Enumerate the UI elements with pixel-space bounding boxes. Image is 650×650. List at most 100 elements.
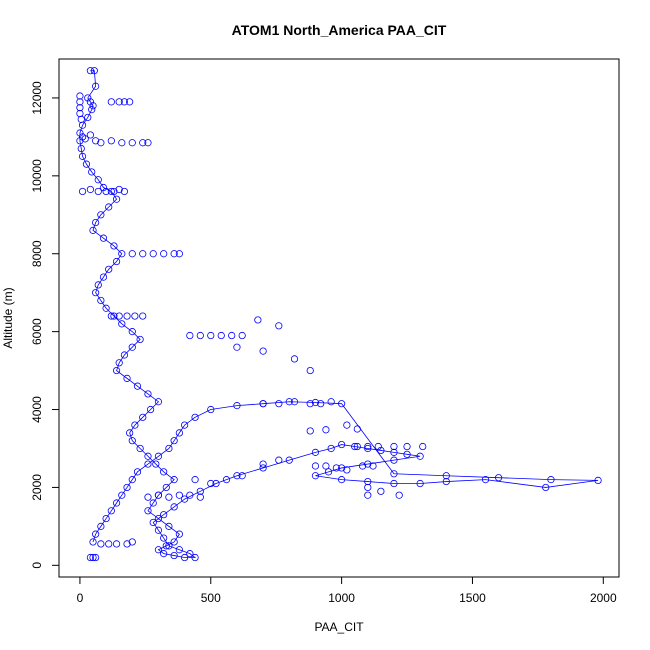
data-point bbox=[126, 429, 134, 437]
data-point bbox=[160, 550, 168, 558]
data-point bbox=[353, 425, 361, 433]
y-tick-label: 8000 bbox=[30, 240, 44, 267]
data-point bbox=[92, 82, 100, 90]
x-tick-label: 2000 bbox=[590, 591, 617, 605]
data-point bbox=[86, 98, 95, 106]
y-axis-label: Altitude (m) bbox=[1, 287, 15, 348]
data-point bbox=[259, 347, 267, 355]
data-point bbox=[94, 187, 102, 196]
data-point bbox=[542, 483, 550, 492]
data-point bbox=[128, 343, 136, 351]
data-series bbox=[76, 67, 602, 562]
data-point bbox=[259, 400, 267, 408]
x-tick-label: 1000 bbox=[328, 591, 355, 605]
data-point bbox=[84, 113, 92, 122]
data-point bbox=[390, 442, 398, 451]
data-point bbox=[76, 104, 84, 112]
data-point bbox=[324, 468, 333, 476]
data-point bbox=[86, 131, 95, 139]
data-point bbox=[175, 546, 183, 554]
data-point bbox=[94, 176, 102, 184]
data-point bbox=[139, 312, 147, 320]
data-point bbox=[196, 331, 204, 340]
data-point bbox=[76, 98, 84, 106]
data-point bbox=[107, 98, 115, 106]
data-point bbox=[86, 67, 95, 75]
data-point bbox=[369, 462, 377, 470]
data-point bbox=[76, 109, 84, 118]
data-point bbox=[76, 129, 84, 137]
data-point bbox=[191, 553, 199, 562]
data-point bbox=[102, 187, 110, 196]
data-point bbox=[112, 195, 121, 203]
data-point bbox=[152, 460, 160, 468]
data-point bbox=[390, 448, 398, 456]
data-point bbox=[97, 211, 105, 219]
data-point bbox=[144, 493, 152, 501]
data-point bbox=[128, 538, 136, 546]
data-point bbox=[90, 67, 98, 75]
data-point bbox=[102, 514, 110, 523]
data-point bbox=[390, 456, 398, 464]
data-point bbox=[77, 144, 85, 153]
data-point bbox=[160, 534, 168, 542]
data-point bbox=[84, 94, 92, 102]
data-point bbox=[238, 472, 246, 480]
data-point bbox=[191, 476, 199, 484]
data-point bbox=[170, 551, 178, 560]
data-point bbox=[165, 542, 173, 550]
data-point bbox=[364, 491, 372, 499]
data-point bbox=[338, 464, 346, 472]
data-point bbox=[181, 553, 189, 562]
data-point bbox=[118, 491, 126, 499]
data-point bbox=[175, 491, 183, 499]
x-tick-label: 0 bbox=[77, 591, 84, 605]
data-point bbox=[128, 250, 136, 258]
data-point bbox=[162, 542, 170, 550]
data-point bbox=[160, 511, 168, 519]
data-point bbox=[144, 452, 152, 460]
data-point bbox=[419, 442, 427, 451]
axes: 0 500 1000 1500 2000 0 2000 4000 6000 8000 10000 12… bbox=[30, 81, 617, 605]
data-point bbox=[160, 468, 168, 476]
data-point bbox=[364, 477, 372, 486]
data-point bbox=[285, 398, 293, 406]
data-point bbox=[76, 92, 84, 100]
data-point bbox=[290, 398, 299, 406]
data-point bbox=[128, 476, 136, 484]
data-point bbox=[181, 421, 189, 429]
data-point bbox=[416, 479, 424, 488]
data-point bbox=[92, 530, 100, 538]
data-point bbox=[154, 514, 163, 523]
data-point bbox=[322, 426, 330, 434]
data-point bbox=[112, 257, 121, 266]
data-point bbox=[76, 137, 84, 145]
data-point bbox=[128, 328, 136, 336]
data-point bbox=[131, 421, 139, 429]
y-tick-label: 10000 bbox=[30, 159, 44, 193]
data-point bbox=[112, 499, 121, 507]
data-point bbox=[86, 185, 95, 194]
data-point bbox=[133, 468, 142, 476]
data-point bbox=[102, 304, 110, 312]
data-point bbox=[97, 540, 105, 548]
data-point bbox=[170, 476, 178, 484]
data-point bbox=[81, 135, 89, 143]
data-point bbox=[442, 477, 450, 486]
data-point bbox=[181, 495, 189, 503]
data-point bbox=[175, 530, 183, 538]
data-point bbox=[110, 242, 118, 250]
data-point bbox=[259, 464, 267, 472]
data-point bbox=[107, 137, 115, 145]
data-point bbox=[77, 115, 85, 123]
data-point bbox=[233, 402, 241, 410]
data-point bbox=[186, 331, 194, 340]
data-point bbox=[110, 312, 118, 320]
data-point bbox=[228, 331, 236, 340]
data-point bbox=[175, 250, 183, 258]
data-point bbox=[154, 546, 163, 554]
data-point bbox=[99, 183, 108, 192]
data-point bbox=[322, 462, 330, 470]
data-point bbox=[165, 493, 173, 501]
data-point bbox=[149, 518, 157, 527]
